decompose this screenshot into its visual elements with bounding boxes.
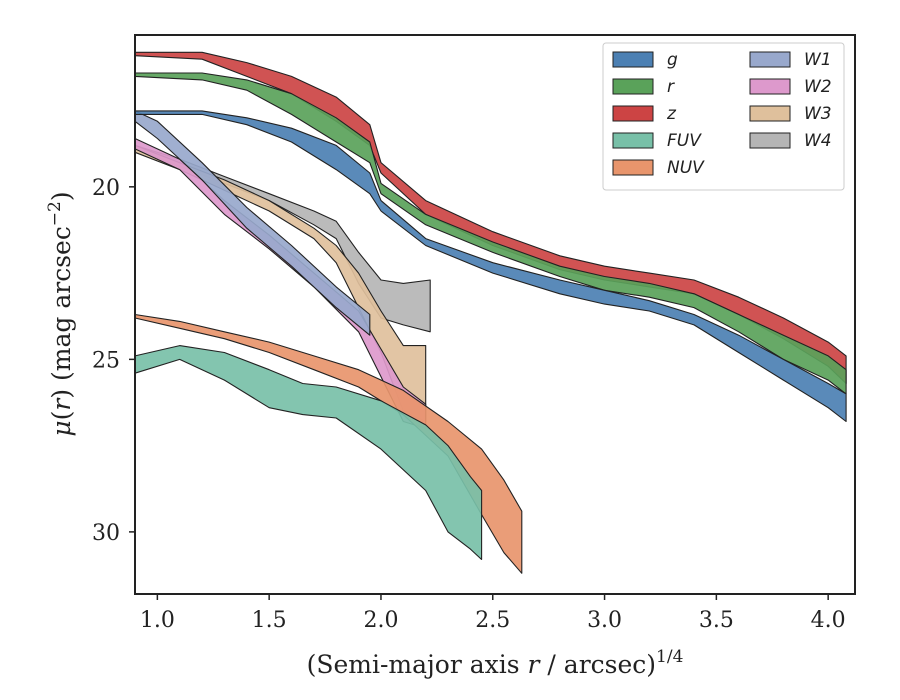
x-tick-label: 3.0: [587, 608, 622, 633]
x-axis-label: (Semi-major axis r / arcsec)1/4: [307, 647, 684, 679]
x-tick-label: 4.0: [811, 608, 846, 633]
profile-bands: [134, 51, 847, 574]
legend-label-fuv: FUV: [667, 131, 702, 151]
legend-swatch-w2: [749, 78, 791, 95]
legend-label-r: r: [667, 77, 675, 97]
legend-swatch-w3: [749, 105, 791, 122]
legend-label-w2: W2: [804, 77, 832, 97]
x-tick-label: 1.0: [140, 608, 175, 633]
y-axis-ticks: 20 25 30: [92, 176, 135, 546]
legend: grz FUV NUV W1 W2 W3 W4: [602, 42, 845, 191]
x-tick-label: 2.0: [363, 608, 398, 633]
legend-label-w3: W3: [804, 104, 832, 124]
legend-swatch-w1: [749, 51, 791, 68]
band-fuv: [134, 345, 483, 561]
legend-label-g: g: [667, 50, 678, 70]
y-tick-label: 25: [92, 348, 120, 373]
legend-swatch-g: [612, 51, 654, 68]
legend-swatch-z: [612, 105, 654, 122]
band-w1: [134, 110, 371, 336]
y-tick-label: 20: [92, 176, 120, 201]
band-g: [134, 110, 847, 423]
legend-label-w1: W1: [804, 50, 832, 70]
legend-swatch-w4: [749, 132, 791, 149]
y-axis-label: μ(r) (mag arcsec−2): [45, 191, 76, 436]
legend-swatch-nuv: [612, 159, 654, 176]
x-tick-label: 3.5: [699, 608, 734, 633]
x-axis-ticks: 1.0 1.5 2.0 2.5 3.0 3.5 4.0: [140, 594, 846, 633]
legend-swatch-r: [612, 78, 654, 95]
y-tick-label: 30: [92, 521, 120, 546]
legend-label-w4: W4: [804, 131, 832, 151]
plot-frame: [134, 34, 856, 595]
x-tick-label: 2.5: [475, 608, 510, 633]
x-tick-label: 1.5: [252, 608, 287, 633]
legend-swatch-fuv: [612, 132, 654, 149]
legend-label-nuv: NUV: [667, 158, 705, 178]
legend-label-z: z: [666, 104, 677, 124]
